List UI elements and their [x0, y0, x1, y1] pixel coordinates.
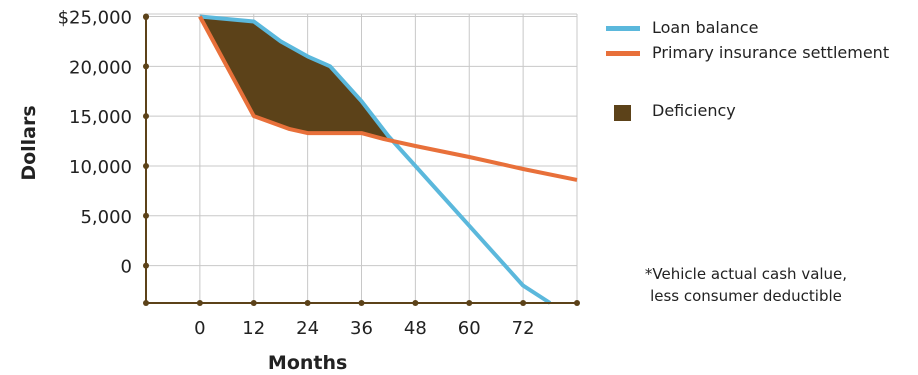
footnote-line-2: less consumer deductible	[650, 287, 842, 305]
legend-swatch-deficiency	[614, 105, 631, 121]
y-axis-dot	[143, 13, 149, 20]
deficiency-area	[199, 16, 396, 144]
x-tick-label: 24	[296, 318, 319, 339]
y-tick-label: 5,000	[80, 207, 132, 228]
y-axis-dot	[143, 162, 149, 169]
x-axis-dot	[466, 300, 473, 306]
footnote: *Vehicle actual cash value, less consume…	[596, 263, 896, 307]
legend-item-insurance-settlement: Primary insurance settlement	[606, 42, 916, 65]
legend-swatch-insurance-settlement	[606, 51, 640, 56]
x-tick-label: 36	[350, 318, 373, 339]
footnote-line-1: *Vehicle actual cash value,	[644, 265, 848, 283]
legend-label-deficiency: Deficiency	[652, 101, 736, 120]
y-tick-label: 0	[121, 257, 132, 278]
legend: Loan balance Primary insurance settlemen…	[606, 17, 916, 125]
y-axis-dot	[143, 113, 149, 120]
grid	[145, 13, 578, 303]
x-tick-label: 0	[194, 318, 205, 339]
legend-item-deficiency: Deficiency	[606, 100, 916, 123]
y-axis-dot	[143, 212, 149, 219]
y-tick-label: 20,000	[69, 57, 132, 78]
y-tick-label: $25,000	[58, 7, 132, 28]
y-tick-label: 15,000	[69, 107, 132, 128]
x-axis-title: Months	[268, 352, 347, 374]
legend-label-loan-balance: Loan balance	[652, 18, 759, 37]
x-tick-labels: 0 12 24 36 48 60 72	[194, 318, 534, 339]
legend-item-loan-balance: Loan balance	[606, 17, 916, 40]
legend-label-insurance-settlement: Primary insurance settlement	[652, 43, 890, 62]
x-axis-dot	[143, 300, 149, 306]
y-axis-title: Dollars	[18, 105, 40, 180]
chart: 0 5,000 10,000 15,000 20,000 $25,000 0 12 24 36 4…	[18, 7, 580, 374]
x-axis-dot	[250, 300, 257, 306]
x-axis-dot	[412, 300, 419, 306]
axes	[143, 13, 580, 306]
x-axis-dot	[358, 300, 365, 306]
insurance-settlement-line	[198, 15, 578, 182]
x-tick-label: 48	[404, 318, 427, 339]
x-tick-label: 12	[242, 318, 265, 339]
y-tick-labels: 0 5,000 10,000 15,000 20,000 $25,000	[58, 7, 132, 277]
y-axis-dot	[143, 63, 149, 70]
y-axis-dot	[143, 262, 149, 269]
loan-balance-line	[199, 14, 552, 305]
legend-swatch-loan-balance	[606, 26, 640, 31]
y-tick-label: 10,000	[69, 157, 132, 178]
x-axis-dot	[304, 300, 311, 306]
x-axis-dot	[574, 300, 580, 306]
x-axis-dot	[520, 300, 527, 306]
x-axis-dot	[196, 300, 203, 306]
x-tick-label: 60	[458, 318, 481, 339]
x-tick-label: 72	[512, 318, 535, 339]
